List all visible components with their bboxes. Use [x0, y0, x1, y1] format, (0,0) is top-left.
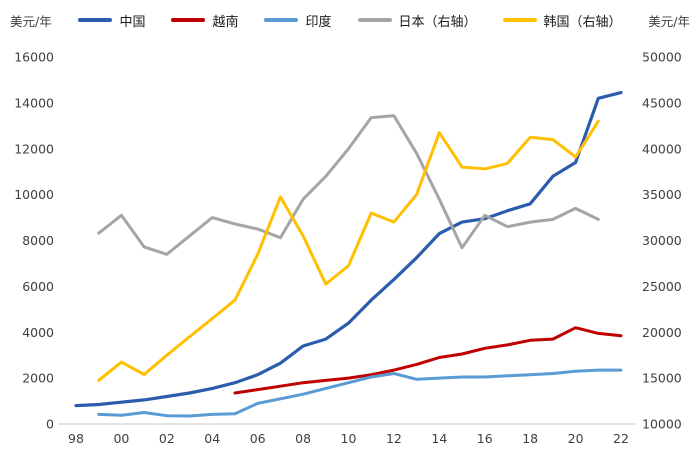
left-axis-unit-label: 美元/年: [10, 13, 52, 29]
x-axis-tick-label: 98: [68, 431, 84, 446]
right-axis-tick-label: 30000: [642, 233, 682, 248]
x-axis-tick-label: 00: [113, 431, 129, 446]
right-axis-unit-label: 美元/年: [648, 13, 690, 29]
x-axis-tick-label: 18: [522, 431, 538, 446]
left-axis-tick-label: 10000: [14, 187, 54, 202]
series-line-vietnam: [233, 326, 623, 395]
legend-item-korea[interactable]: 韩国（右轴）: [502, 11, 622, 30]
legend-label-china: 中国: [119, 14, 146, 30]
series-line-india: [97, 368, 623, 418]
left-axis-tick-label: 6000: [22, 279, 54, 294]
right-axis-tick-label: 50000: [642, 50, 682, 65]
left-axis-tick-label: 0: [46, 417, 54, 432]
series-line-china: [74, 90, 623, 408]
left-axis-tick-label: 12000: [14, 141, 54, 156]
legend-label-vietnam: 越南: [212, 14, 239, 30]
x-axis-tick-label: 02: [159, 431, 175, 446]
x-axis-tick-label: 20: [568, 431, 584, 446]
legend-item-india[interactable]: 印度: [264, 11, 332, 30]
right-axis-tick-label: 20000: [642, 325, 682, 340]
legend-label-japan: 日本（右轴）: [398, 14, 477, 30]
chart-legend: 中国 越南 印度 日本（右轴） 韩国（右轴）: [52, 11, 649, 30]
legend-item-vietnam[interactable]: 越南: [171, 11, 238, 30]
series-line-japan: [97, 114, 600, 256]
left-axis-tick-label: 16000: [14, 50, 54, 65]
series-line-korea: [97, 119, 600, 382]
left-axis-tick-label: 8000: [22, 233, 54, 248]
legend-swatch-china: [78, 17, 113, 23]
right-axis-tick-label: 15000: [642, 371, 682, 386]
chart-header: 美元/年 中国 越南 印度 日本（右轴） 韩国（右轴） 美元/年: [10, 8, 690, 32]
right-axis-tick-label: 40000: [642, 141, 682, 156]
right-axis-tick-label: 25000: [642, 279, 682, 294]
legend-swatch-japan: [357, 17, 392, 23]
x-axis-tick-label: 10: [341, 431, 357, 446]
x-axis-tick-label: 08: [295, 431, 311, 446]
right-axis-tick-label: 35000: [642, 187, 682, 202]
legend-swatch-korea: [502, 17, 537, 23]
x-axis-tick-label: 16: [477, 431, 493, 446]
legend-swatch-vietnam: [171, 17, 206, 23]
right-axis-tick-label: 45000: [642, 95, 682, 110]
left-axis-tick-label: 2000: [22, 371, 54, 386]
x-axis-tick-label: 04: [204, 431, 220, 446]
legend-item-japan[interactable]: 日本（右轴）: [357, 11, 477, 30]
legend-swatch-india: [264, 17, 299, 23]
x-axis-tick-label: 06: [250, 431, 266, 446]
left-axis-tick-label: 14000: [14, 95, 54, 110]
legend-item-china[interactable]: 中国: [78, 11, 145, 30]
left-axis-tick-label: 4000: [22, 325, 54, 340]
legend-label-korea: 韩国（右轴）: [543, 14, 622, 30]
legend-label-india: 印度: [305, 14, 332, 30]
x-axis-tick-label: 12: [386, 431, 402, 446]
x-axis-tick-label: 22: [613, 431, 629, 446]
right-axis-tick-label: 10000: [642, 417, 682, 432]
x-axis-tick-label: 14: [431, 431, 447, 446]
